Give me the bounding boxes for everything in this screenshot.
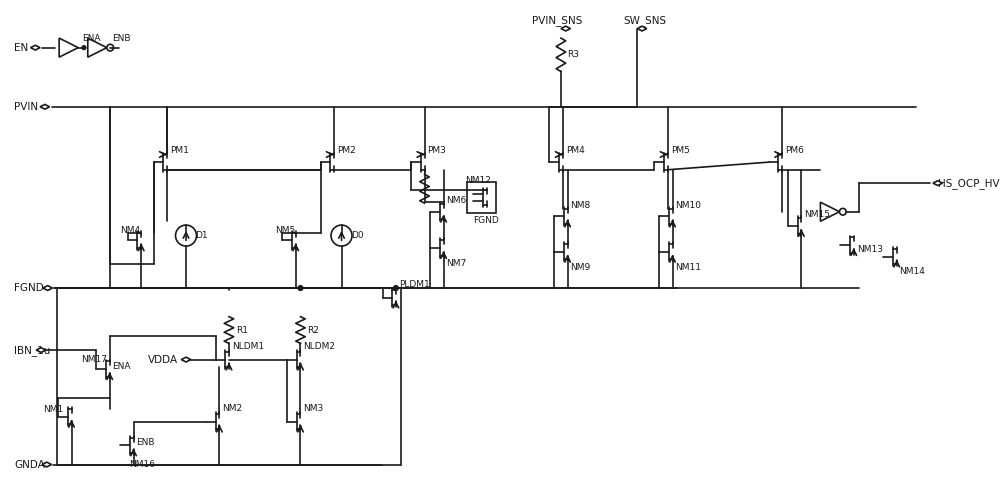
- Text: PVIN: PVIN: [14, 102, 38, 112]
- Text: NM9: NM9: [570, 262, 591, 272]
- Polygon shape: [561, 26, 570, 31]
- Text: NM2: NM2: [222, 404, 242, 413]
- Text: NLDM1: NLDM1: [232, 342, 264, 351]
- Text: NM16: NM16: [129, 460, 155, 469]
- Polygon shape: [637, 26, 647, 31]
- Text: IBN_1u: IBN_1u: [14, 345, 51, 355]
- Text: PM5: PM5: [671, 146, 690, 155]
- Text: NM17: NM17: [81, 355, 107, 364]
- Text: ENB: ENB: [113, 34, 131, 43]
- Text: R2: R2: [307, 327, 319, 336]
- Text: NM7: NM7: [446, 259, 467, 268]
- Text: ENA: ENA: [113, 362, 131, 371]
- Polygon shape: [31, 45, 40, 50]
- Text: PM2: PM2: [337, 146, 355, 155]
- Text: NLDM2: NLDM2: [303, 342, 335, 351]
- Text: NM4: NM4: [120, 226, 140, 235]
- Text: R1: R1: [236, 327, 248, 336]
- Text: HS_OCP_HV: HS_OCP_HV: [938, 178, 999, 189]
- Text: PM3: PM3: [427, 146, 446, 155]
- Text: ENB: ENB: [136, 438, 155, 447]
- Polygon shape: [933, 181, 943, 186]
- Text: D0: D0: [351, 231, 364, 240]
- Text: NM13: NM13: [857, 246, 883, 254]
- Text: PLDM1: PLDM1: [399, 280, 430, 289]
- Text: R3: R3: [568, 50, 580, 59]
- Text: VDDA: VDDA: [148, 354, 178, 365]
- Text: NM11: NM11: [675, 262, 701, 272]
- Text: PM6: PM6: [785, 146, 804, 155]
- Text: GNDA: GNDA: [14, 459, 45, 470]
- Text: NM10: NM10: [675, 200, 701, 209]
- Polygon shape: [36, 347, 46, 352]
- Text: NM6: NM6: [446, 196, 467, 205]
- Polygon shape: [43, 286, 52, 291]
- Text: FGND: FGND: [14, 283, 44, 293]
- Text: D1: D1: [196, 231, 208, 240]
- Text: PVIN_SNS: PVIN_SNS: [532, 15, 583, 26]
- Polygon shape: [181, 357, 191, 362]
- Text: SW_SNS: SW_SNS: [623, 15, 666, 26]
- Text: NM3: NM3: [303, 404, 324, 413]
- Circle shape: [298, 286, 303, 291]
- Circle shape: [394, 286, 398, 291]
- Text: ENA: ENA: [82, 34, 101, 43]
- Polygon shape: [40, 104, 50, 109]
- Text: FGND: FGND: [473, 216, 499, 225]
- Text: NM1: NM1: [43, 405, 63, 414]
- Text: NM15: NM15: [804, 210, 830, 219]
- Text: EN: EN: [14, 43, 29, 52]
- Text: NM14: NM14: [900, 267, 925, 276]
- Text: NM12: NM12: [466, 176, 491, 185]
- Text: PM4: PM4: [566, 146, 584, 155]
- Circle shape: [82, 46, 86, 50]
- Polygon shape: [42, 462, 52, 467]
- Text: PM1: PM1: [170, 146, 189, 155]
- Text: NM8: NM8: [570, 200, 591, 209]
- Text: NM5: NM5: [275, 226, 295, 235]
